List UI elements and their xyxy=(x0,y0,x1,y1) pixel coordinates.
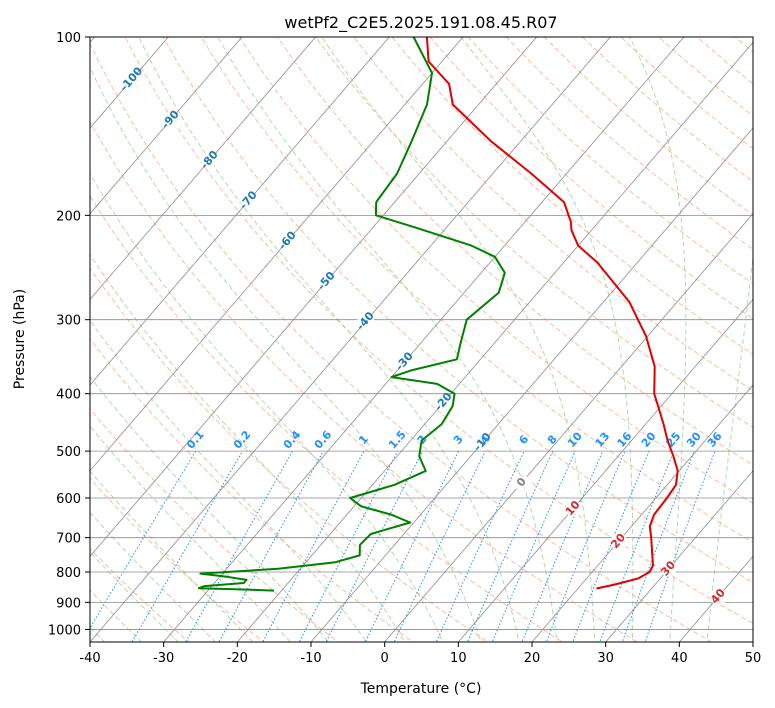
isotherm-label-bg xyxy=(318,275,335,288)
y-tick-label: 200 xyxy=(56,209,81,224)
moist-adiabat-line xyxy=(90,551,179,642)
y-tick-label: 400 xyxy=(56,388,81,403)
pressure-gridlines xyxy=(90,37,753,630)
isotherm-line xyxy=(90,37,464,472)
y-tick-label: 800 xyxy=(56,566,81,581)
x-tick-label: -10 xyxy=(300,651,321,666)
moist-adiabat-line xyxy=(90,589,142,642)
y-axis: 100 200 300 400 500 600 700 800 900 1000 xyxy=(48,31,90,638)
temperature-trace xyxy=(425,37,679,590)
dry-adiabat-line xyxy=(391,37,753,355)
moist-adiabat-line xyxy=(90,66,482,642)
isotherm-line xyxy=(531,384,753,642)
isotherm-line xyxy=(310,127,753,642)
isotherm-line xyxy=(90,37,611,642)
isotherm-line xyxy=(90,37,390,386)
isotherm-line xyxy=(163,37,685,642)
x-tick-label: 20 xyxy=(524,651,541,666)
moist-adiabat-line xyxy=(90,511,216,642)
dry-adiabat-label-bg xyxy=(611,535,626,548)
plot-background xyxy=(90,37,753,642)
dry-adiabat-line xyxy=(162,37,753,583)
x-tick-label: 30 xyxy=(597,651,614,666)
y-tick-label: 300 xyxy=(56,314,81,329)
dry-adiabat-label-bg xyxy=(566,502,581,515)
x-tick-label: -40 xyxy=(79,651,100,666)
dry-adiabat-label-bg xyxy=(711,590,726,603)
isotherm-label-bg xyxy=(201,154,218,167)
x-tick-label: 50 xyxy=(745,651,762,666)
isotherm-label-bg xyxy=(357,315,374,328)
y-axis-label: Pressure (hPa) xyxy=(12,289,28,389)
y-tick-label: 100 xyxy=(56,31,81,46)
dry-adiabat-line xyxy=(90,195,564,642)
isotherm-line xyxy=(236,41,753,642)
plot-frame xyxy=(89,36,754,643)
dry-adiabat-line xyxy=(429,37,753,320)
isotherm-line xyxy=(384,213,753,642)
y-tick-label: 600 xyxy=(56,492,81,507)
dry-adiabat-label-bg xyxy=(661,562,676,575)
isotherm-line xyxy=(605,470,753,642)
dry-adiabat-line xyxy=(277,37,753,466)
sounding-traces xyxy=(197,37,679,592)
isotherms xyxy=(90,37,753,642)
dry-adiabat-line xyxy=(90,547,190,642)
isotherm-line xyxy=(90,37,538,557)
isotherm-label-bg xyxy=(435,395,452,408)
x-axis-label: Temperature (°C) xyxy=(360,681,482,697)
y-tick-label: 1000 xyxy=(48,623,81,638)
isotherm-label-bg xyxy=(396,355,413,368)
plot-area: -100-90-80-70-60-50-40-30-20-100 1020304… xyxy=(90,37,753,642)
y-tick-label: 700 xyxy=(56,532,81,547)
isotherm-line xyxy=(457,298,753,642)
y-tick-label: 500 xyxy=(56,445,81,460)
isotherm-line xyxy=(90,37,317,300)
dry-adiabat-line xyxy=(90,120,638,642)
moist-adiabat-line xyxy=(217,37,558,642)
x-tick-label: -30 xyxy=(153,651,174,666)
dewpoint-trace xyxy=(197,37,506,592)
isotherm-label-bg xyxy=(513,476,530,489)
chart-title: wetPf2_C2E5.2025.191.08.45.R07 xyxy=(284,13,557,33)
x-tick-label: 40 xyxy=(671,651,688,666)
moist-adiabat-line xyxy=(90,425,291,642)
x-axis: -40 -30 -20 -10 0 10 20 30 40 50 xyxy=(79,642,761,666)
isotherm-label-bg xyxy=(279,234,296,247)
isotherm-label-bg xyxy=(162,113,179,126)
y-tick-label: 900 xyxy=(56,596,81,611)
dry-adiabat-line xyxy=(315,37,753,428)
dry-adiabat-line xyxy=(90,477,265,642)
x-tick-label: 0 xyxy=(381,651,389,666)
isotherm-label-bg xyxy=(123,73,140,86)
isotherm-label-bg xyxy=(474,436,491,449)
isotherm-label-bg xyxy=(240,194,257,207)
isotherm-line xyxy=(90,37,243,215)
x-tick-label: 10 xyxy=(450,651,467,666)
x-tick-label: -20 xyxy=(227,651,248,666)
